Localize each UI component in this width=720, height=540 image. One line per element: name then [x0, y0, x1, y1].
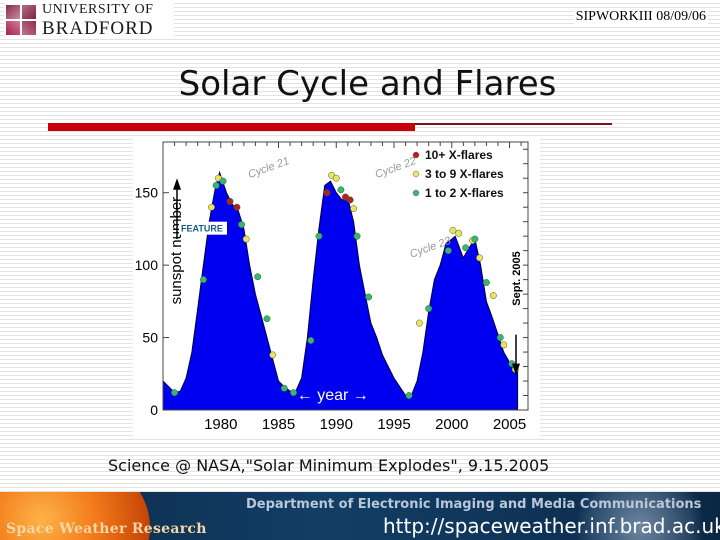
logo-line1: UNIVERSITY OF: [42, 1, 154, 17]
feature-badge: FEATURE: [181, 224, 223, 234]
legend-marker: [412, 189, 420, 197]
flare-marker: [500, 341, 508, 349]
x-tick-label: 2005: [493, 416, 526, 433]
earth-image-icon: [560, 492, 720, 540]
flare-marker: [242, 235, 250, 243]
flare-marker: [332, 174, 340, 182]
flare-marker: [233, 203, 241, 211]
source-caption: Science @ NASA,"Solar Minimum Explodes",…: [108, 456, 550, 475]
flare-marker: [346, 196, 354, 204]
website-link[interactable]: http://spaceweather.inf.brad.ac.uk/: [383, 514, 720, 538]
legend-marker: [412, 170, 420, 178]
flare-marker: [315, 232, 323, 240]
flare-marker: [337, 186, 345, 194]
legend-marker: [412, 151, 420, 159]
sunspot-chart: 0 50 100 150 1980 1985 1990 1995 2000 2005 sunspot…: [133, 136, 540, 436]
footer-banner: Department of Electronic Imaging and Med…: [0, 492, 720, 540]
flare-marker: [425, 305, 433, 313]
flare-marker: [307, 337, 315, 344]
slide-title: Solar Cycle and Flares: [178, 64, 557, 104]
sept-2005-label: Sept. 2005: [511, 251, 523, 305]
flare-marker: [455, 229, 463, 237]
legend-label: 10+ X-flares: [425, 148, 493, 162]
x-axis-label: ← year →: [297, 387, 369, 404]
flare-marker: [482, 279, 490, 286]
cycle-label: Cycle 22: [374, 155, 418, 181]
flare-marker: [263, 315, 271, 323]
flare-marker: [462, 244, 470, 252]
flare-marker: [449, 226, 457, 234]
x-tick-label: 1990: [320, 416, 353, 433]
university-logo: UNIVERSITY OF BRADFORD: [4, 2, 174, 38]
feature-badge-bg: [179, 221, 227, 235]
sun-image-icon: [0, 492, 150, 540]
flare-marker: [323, 189, 331, 197]
y-tick-label: 100: [135, 257, 159, 273]
flare-marker: [290, 389, 297, 397]
title-underline-line: [415, 123, 612, 125]
legend-label: 1 to 2 X-flares: [425, 186, 504, 200]
flare-marker: [212, 182, 220, 189]
flare-marker: [444, 247, 452, 255]
x-tick-label: 1995: [377, 416, 410, 433]
flare-marker: [496, 334, 504, 342]
up-arrow-head-icon: [173, 178, 181, 190]
flare-marker: [238, 221, 245, 229]
logo-crest-icon: [6, 5, 36, 35]
x-tick-label: 1985: [262, 416, 295, 433]
flare-marker: [219, 177, 227, 185]
flare-marker: [405, 392, 413, 399]
sunspot-area: [162, 170, 519, 411]
flare-marker: [353, 232, 361, 240]
flare-marker: [208, 203, 215, 211]
flare-marker: [226, 197, 234, 205]
brand-name: Space Weather Research: [6, 521, 207, 537]
flare-marker: [476, 254, 483, 262]
y-tick-label: 150: [135, 185, 159, 201]
title-underline-bar: [48, 123, 415, 131]
flare-marker: [254, 273, 262, 281]
department-name: Department of Electronic Imaging and Med…: [246, 497, 702, 512]
flare-marker: [269, 351, 277, 359]
logo-text: UNIVERSITY OF BRADFORD: [42, 1, 154, 39]
flare-marker: [415, 319, 423, 327]
flare-marker: [489, 292, 497, 300]
x-tick-label: 2000: [435, 416, 468, 433]
logo-line2: BRADFORD: [42, 17, 154, 39]
x-tick-label: 1980: [204, 416, 237, 433]
flare-marker: [199, 276, 207, 284]
flare-marker: [365, 293, 373, 301]
y-tick-label: 50: [142, 330, 158, 346]
flare-marker: [280, 384, 288, 392]
cycle-label: Cycle 21: [247, 155, 291, 181]
down-arrow-head-icon: [512, 363, 520, 376]
y-tick-label: 0: [150, 402, 158, 418]
flare-marker: [171, 389, 179, 397]
legend-label: 3 to 9 X-flares: [425, 167, 504, 181]
plot-frame: [162, 141, 529, 411]
event-date: SIPWORKIII 08/09/06: [573, 9, 708, 25]
flare-marker: [471, 235, 479, 243]
flare-marker: [350, 205, 358, 213]
